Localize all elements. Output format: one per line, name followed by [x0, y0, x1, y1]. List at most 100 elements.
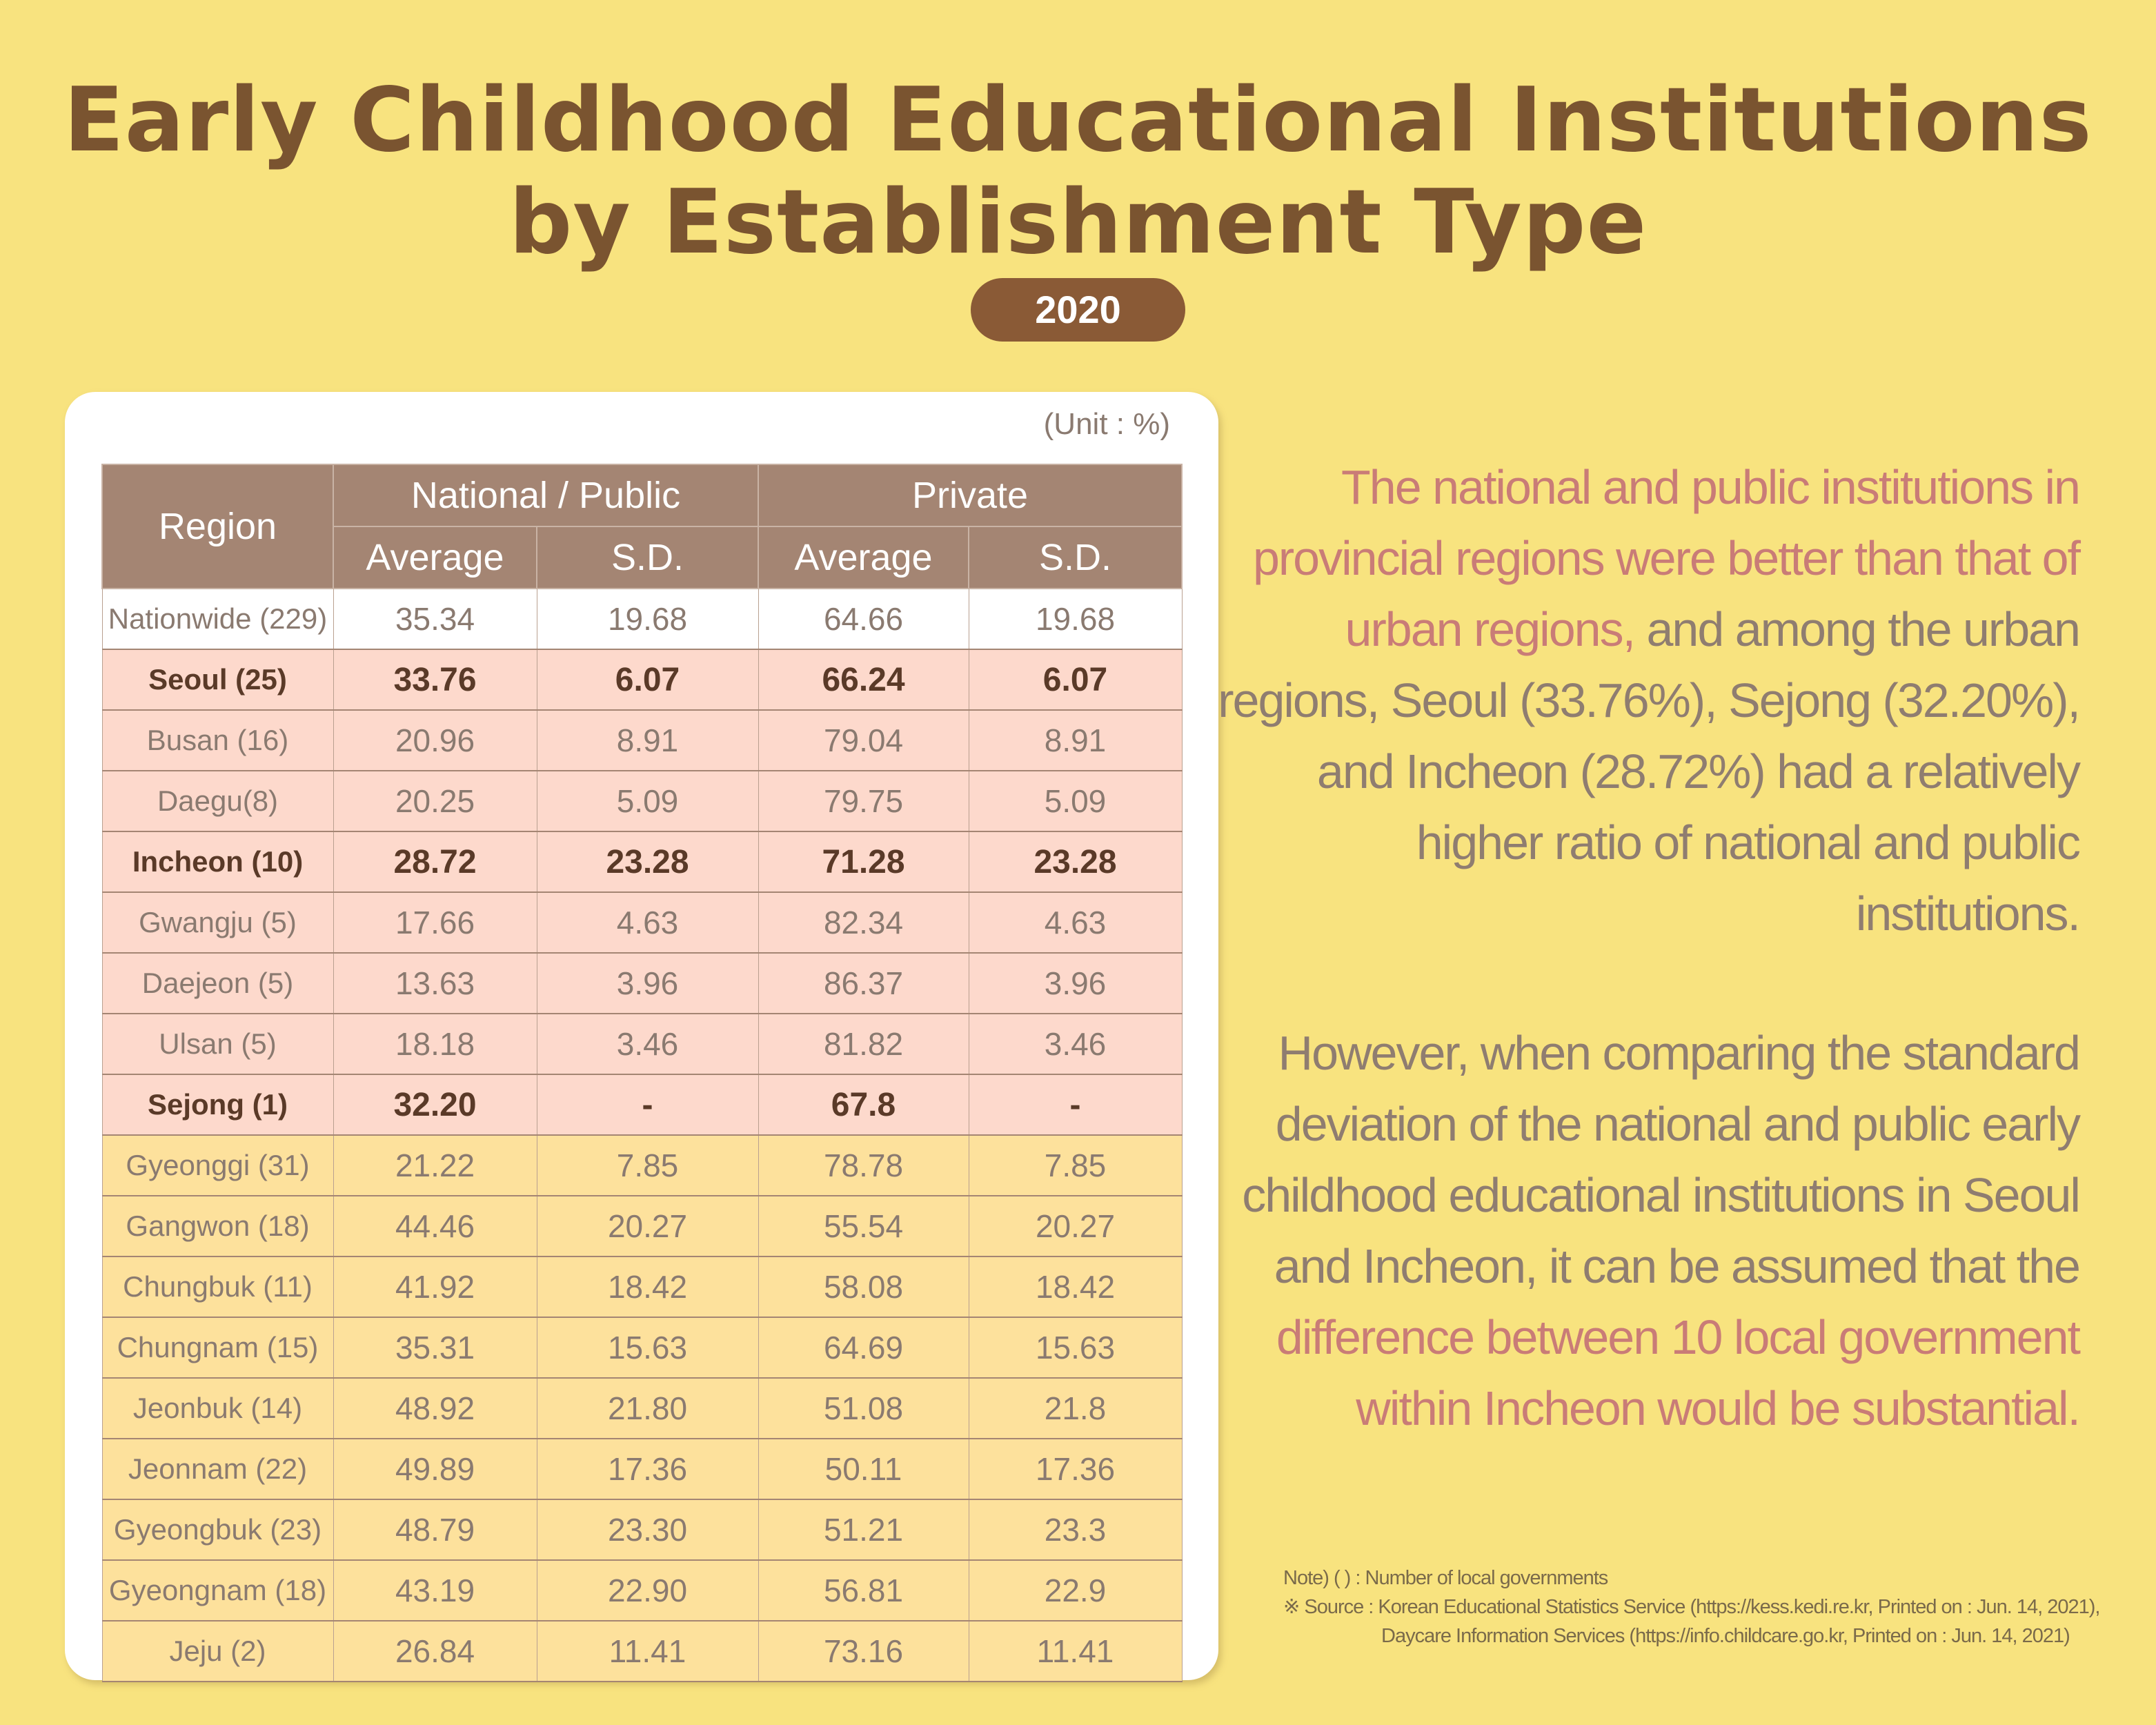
header-pr-sd: S.D. — [967, 526, 1183, 589]
cell-np-avg: 41.92 — [333, 1256, 537, 1318]
cell-pr-avg: 64.69 — [758, 1317, 969, 1379]
cell-np-avg: 35.31 — [333, 1317, 537, 1379]
cell-np-avg: 35.34 — [333, 588, 537, 650]
cell-pr-sd: 23.3 — [968, 1499, 1183, 1561]
body-text: and among the urban regions, Seoul (33.7… — [1218, 602, 2081, 940]
table-row: Jeonbuk (14) 48.92 21.80 51.08 21.8 — [101, 1377, 1183, 1439]
header-pr-average: Average — [758, 526, 969, 589]
body-text: However, when comparing the standard dev… — [1242, 1026, 2081, 1293]
cell-np-avg: 28.72 — [333, 831, 537, 893]
cell-pr-avg: 51.21 — [758, 1499, 969, 1561]
cell-pr-sd: - — [968, 1074, 1183, 1136]
cell-region: Gyeongbuk (23) — [101, 1499, 334, 1561]
table-row: Sejong (1) 32.20-67.8- — [101, 1074, 1183, 1136]
cell-pr-avg: 50.11 — [758, 1438, 969, 1500]
cell-pr-sd: 17.36 — [968, 1438, 1183, 1500]
header-np-average: Average — [333, 526, 537, 589]
data-table: Region National / Public Private Average… — [101, 464, 1183, 1682]
table-row: Ulsan (5) 18.18 3.46 81.82 3.46 — [101, 1013, 1183, 1075]
cell-pr-avg: 51.08 — [758, 1377, 969, 1439]
table-row: Incheon (10) 28.72 23.28 71.28 23.28 — [101, 831, 1183, 893]
cell-np-avg: 48.79 — [333, 1499, 537, 1561]
cell-region: Gwangju (5) — [101, 891, 334, 954]
cell-np-avg: 48.92 — [333, 1377, 537, 1439]
cell-pr-sd: 8.91 — [968, 709, 1183, 771]
cell-np-sd: 8.91 — [536, 709, 759, 771]
cell-np-sd: 23.28 — [536, 831, 759, 893]
cell-pr-avg: 82.34 — [758, 891, 969, 954]
cell-np-sd: 18.42 — [536, 1256, 759, 1318]
table-row: Chungbuk (11) 41.92 18.42 58.08 18.42 — [101, 1256, 1183, 1318]
cell-pr-avg: 78.78 — [758, 1134, 969, 1196]
table-row: Gyeongnam (18) 43.19 22.90 56.81 22.9 — [101, 1559, 1183, 1621]
table-row: Gyeonggi (31) 21.22 7.85 78.78 7.85 — [101, 1134, 1183, 1196]
cell-pr-sd: 18.42 — [968, 1256, 1183, 1318]
cell-np-sd: 20.27 — [536, 1195, 759, 1257]
table-row: Jeonnam (22) 49.89 17.36 50.11 17.36 — [101, 1438, 1183, 1500]
cell-region: Seoul (25) — [101, 649, 334, 711]
table-row: Chungnam (15) 35.31 15.63 64.69 15.63 — [101, 1317, 1183, 1379]
table-row: Busan (16) 20.96 8.91 79.04 8.91 — [101, 709, 1183, 771]
cell-pr-avg: 64.66 — [758, 588, 969, 650]
source-text-2: Daycare Information Services (https://in… — [1381, 1625, 2070, 1647]
table-row: Gangwon (18) 44.46 20.27 55.54 20.27 — [101, 1195, 1183, 1257]
header-national-public: National / Public — [333, 464, 759, 527]
cell-pr-sd: 3.96 — [968, 952, 1183, 1014]
cell-region: Gyeongnam (18) — [101, 1559, 334, 1621]
cell-np-avg: 20.96 — [333, 709, 537, 771]
cell-np-avg: 20.25 — [333, 770, 537, 832]
cell-pr-avg: 79.04 — [758, 709, 969, 771]
cell-np-sd: 17.36 — [536, 1438, 759, 1500]
cell-region: Jeonnam (22) — [101, 1438, 334, 1500]
cell-np-sd: 3.96 — [536, 952, 759, 1014]
cell-region: Jeonbuk (14) — [101, 1377, 334, 1439]
cell-pr-sd: 19.68 — [968, 588, 1183, 650]
title-line-2: by Establishment Type — [508, 171, 1648, 274]
header-np-sd: S.D. — [536, 526, 759, 589]
cell-pr-sd: 7.85 — [968, 1134, 1183, 1196]
emphasized-text: The national and public institutions in … — [1252, 460, 2081, 656]
cell-region: Gangwon (18) — [101, 1195, 334, 1257]
cell-np-sd: 11.41 — [536, 1620, 759, 1682]
cell-np-avg: 18.18 — [333, 1013, 537, 1075]
cell-np-sd: 4.63 — [536, 891, 759, 954]
cell-pr-sd: 23.28 — [968, 831, 1183, 893]
cell-pr-sd: 11.41 — [968, 1620, 1183, 1682]
cell-pr-sd: 6.07 — [968, 649, 1183, 711]
table-row: Nationwide (229) 35.34 19.68 64.66 19.68 — [101, 588, 1183, 650]
cell-pr-avg: 86.37 — [758, 952, 969, 1014]
emphasized-text: difference between 10 local government w… — [1276, 1310, 2081, 1435]
cell-np-avg: 33.76 — [333, 649, 537, 711]
cell-np-avg: 21.22 — [333, 1134, 537, 1196]
table-row: Daegu(8) 20.25 5.09 79.75 5.09 — [101, 770, 1183, 832]
cell-pr-avg: 71.28 — [758, 831, 969, 893]
cell-np-avg: 49.89 — [333, 1438, 537, 1500]
cell-region: Busan (16) — [101, 709, 334, 771]
cell-region: Nationwide (229) — [101, 588, 334, 650]
cell-np-avg: 17.66 — [333, 891, 537, 954]
notes: Note) ( ) : Number of local governments … — [1283, 1564, 2100, 1650]
cell-np-sd: 19.68 — [536, 588, 759, 650]
commentary-paragraph-1: The national and public institutions in … — [1183, 452, 2081, 949]
cell-pr-sd: 3.46 — [968, 1013, 1183, 1075]
cell-region: Daejeon (5) — [101, 952, 334, 1014]
title-line-1: Early Childhood Educational Institutions — [63, 69, 2093, 172]
cell-pr-avg: 56.81 — [758, 1559, 969, 1621]
cell-np-sd: 22.90 — [536, 1559, 759, 1621]
cell-np-sd: 6.07 — [536, 649, 759, 711]
cell-pr-sd: 21.8 — [968, 1377, 1183, 1439]
cell-pr-avg: 67.8 — [758, 1074, 969, 1136]
cell-np-sd: - — [536, 1074, 759, 1136]
cell-pr-sd: 5.09 — [968, 770, 1183, 832]
cell-np-sd: 5.09 — [536, 770, 759, 832]
cell-np-sd: 3.46 — [536, 1013, 759, 1075]
cell-pr-sd: 4.63 — [968, 891, 1183, 954]
cell-pr-avg: 73.16 — [758, 1620, 969, 1682]
commentary-paragraph-2: However, when comparing the standard dev… — [1183, 1018, 2081, 1444]
cell-region: Jeju (2) — [101, 1620, 334, 1682]
cell-np-avg: 43.19 — [333, 1559, 537, 1621]
table-row: Gyeongbuk (23) 48.79 23.30 51.21 23.3 — [101, 1499, 1183, 1561]
cell-np-sd: 21.80 — [536, 1377, 759, 1439]
cell-np-sd: 15.63 — [536, 1317, 759, 1379]
cell-region: Ulsan (5) — [101, 1013, 334, 1075]
